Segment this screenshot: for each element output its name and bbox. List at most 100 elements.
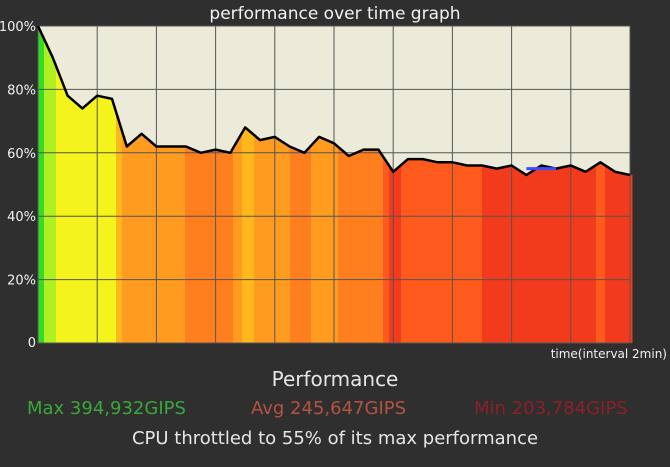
performance-fill-strip [374,149,378,343]
performance-fill-strip [335,145,339,343]
performance-fill-strip [134,139,138,343]
performance-fill-strip [221,151,225,343]
performance-fill-strip [599,162,603,343]
performance-fill-strip [80,107,84,343]
performance-fill-strip [455,163,459,343]
y-tick-label: 0 [28,336,36,351]
performance-fill-strip [224,151,228,343]
performance-fill-strip [608,168,612,343]
stats-row: Max 394,932GIPS Avg 245,647GIPS Min 203,… [0,398,670,422]
performance-fill-strip [89,101,93,343]
performance-fill-strip [617,172,621,343]
performance-fill-strip [326,140,330,343]
performance-fill-strip [317,137,321,343]
performance-fill-strip [248,131,252,343]
performance-fill-strip [293,148,297,343]
performance-fill-strip [602,164,606,343]
performance-fill-strip [215,149,219,343]
grid-group [37,25,631,344]
performance-fill-strip [503,167,507,343]
performance-fill-strip [107,98,111,343]
performance-fill-strip [236,140,240,343]
performance-fill-strip [41,35,45,343]
performance-fill-strip [413,159,417,343]
performance-fill-strip [611,170,615,343]
performance-fill-strip [206,151,210,343]
performance-fill-strip [164,146,168,343]
performance-fill-strip [425,159,429,343]
performance-fill-strip [239,135,243,343]
performance-fill-strip [626,174,630,343]
performance-fill-strip [197,151,201,343]
performance-fill-strip [305,150,309,343]
performance-fill-strip [161,146,165,343]
performance-fill-strip [452,162,456,343]
performance-fill-strip [476,165,480,343]
performance-fill-strip [269,137,273,343]
performance-fill-strip [125,145,129,343]
performance-fill-strip [152,143,156,343]
y-tick-label: 60% [7,147,36,162]
performance-fill-strip [395,168,399,343]
performance-fill-strip [401,163,405,343]
performance-fill-strip [272,137,276,343]
performance-fill-strip [563,166,567,343]
performance-fill-strip [38,29,42,344]
performance-fill-strip [422,159,426,343]
performance-fill-strip [290,147,294,343]
performance-fill-strip [194,150,198,343]
performance-fill-strip [389,167,393,343]
performance-fill-strip [182,146,186,343]
performance-fill-strip [299,151,303,343]
performance-fill-strip [278,139,282,343]
performance-fill-strip [188,147,192,343]
performance-fill-strip [581,170,585,343]
performance-fill-strip [410,159,414,343]
performance-fill-strip [551,167,555,343]
y-tick-label: 40% [7,210,36,225]
performance-fill-strip [383,158,387,343]
performance-fill-strip [386,163,390,343]
y-tick-label: 80% [7,83,36,98]
performance-fill-strip [434,161,438,343]
performance-fill-strip [530,171,534,343]
performance-fill-strip [428,160,432,343]
performance-fill-strip [536,167,540,343]
performance-fill-strip [494,168,498,343]
performance-chart: 0 20% 40% 60% 80% 100% time(interval 2min) [0,20,667,361]
performance-fill-strip [593,166,597,343]
performance-fill-strip [560,167,564,343]
performance-fill-strip [218,150,222,343]
performance-fill-strip [371,149,375,343]
performance-fill-strip [368,149,372,343]
performance-fill-strip [470,165,474,343]
performance-fill-strip [92,98,96,343]
performance-fill-strip [446,162,450,343]
performance-fill-strip [128,144,132,343]
performance-fill-strip [521,172,525,343]
performance-fill-strip [167,146,171,343]
performance-fill-strip [230,150,234,343]
performance-fill-strip [575,167,579,343]
performance-fill-strip [65,92,69,343]
performance-fill-strip [416,159,420,343]
avg-performance: Avg 245,647GIPS [251,398,407,419]
performance-fill-strip [245,128,249,343]
performance-fill-strip [572,166,576,343]
performance-fill-strip [200,152,204,343]
performance-fill-strip [62,85,66,343]
performance-fill-strip [485,166,489,343]
performance-fill-strip [398,166,402,343]
throttle-message: CPU throttled to 55% of its max performa… [131,428,539,449]
performance-fill-strip [176,146,180,343]
performance-fill-strip [614,171,618,343]
performance-fill-strip [449,162,453,343]
performance-fill-strip [596,164,600,343]
performance-fill-strip [479,165,483,343]
performance-fill-strip [623,173,627,343]
performance-fill-strip [353,153,357,343]
performance-fill-strip [320,137,324,343]
performance-fill-strip [524,174,528,343]
performance-fill-strip [203,152,207,343]
performance-fill-strip [419,159,423,343]
